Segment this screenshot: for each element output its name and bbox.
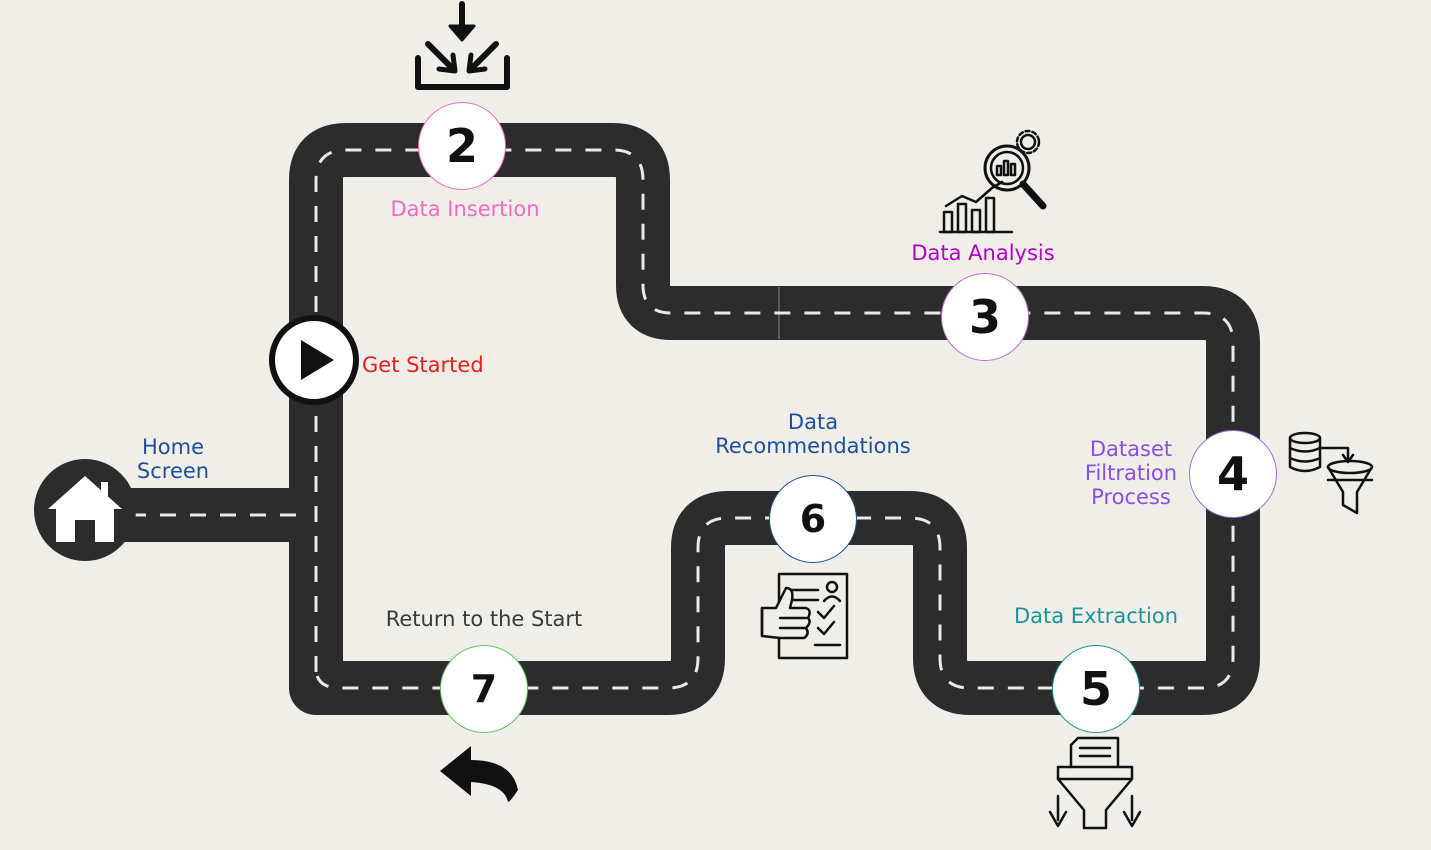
home-label: Home Screen [122, 435, 224, 483]
data-recommendations-line1: Data [787, 410, 839, 434]
analytics-magnifier-icon [938, 129, 1047, 234]
download-tray-icon [415, 1, 510, 90]
milestone-4[interactable]: 4 [1189, 430, 1277, 518]
data-analysis-label: Data Analysis [911, 241, 1055, 265]
lane-main-loop [314, 148, 1235, 690]
thumbs-up-checklist-icon [760, 572, 849, 660]
dataset-filtration-line1: Dataset [1089, 437, 1173, 461]
house-icon[interactable] [34, 459, 136, 561]
data-recommendations-line2: Recommendations [715, 434, 911, 458]
return-label: Return to the Start [385, 607, 583, 631]
milestone-2[interactable]: 2 [418, 102, 506, 190]
data-recommendations-label: Data Recommendations [703, 410, 923, 458]
home-label-line1: Home [141, 435, 204, 459]
home-label-line2: Screen [136, 459, 210, 483]
database-funnel-icon [1288, 431, 1374, 515]
lane-markings [130, 148, 1235, 690]
play-icon[interactable] [269, 315, 359, 405]
milestone-3[interactable]: 3 [941, 273, 1029, 361]
milestone-6[interactable]: 6 [769, 475, 857, 563]
document-funnel-icon [1048, 736, 1142, 830]
dataset-filtration-label: Dataset Filtration Process [1066, 437, 1196, 509]
return-arrow-icon [440, 746, 518, 802]
milestone-7[interactable]: 7 [440, 645, 528, 733]
dataset-filtration-line3: Process [1091, 485, 1171, 509]
data-extraction-label: Data Extraction [1013, 604, 1179, 628]
data-insertion-label: Data Insertion [390, 197, 540, 221]
milestone-5[interactable]: 5 [1052, 645, 1140, 733]
get-started-label: Get Started [362, 353, 484, 377]
dataset-filtration-line2: Filtration [1084, 461, 1178, 485]
